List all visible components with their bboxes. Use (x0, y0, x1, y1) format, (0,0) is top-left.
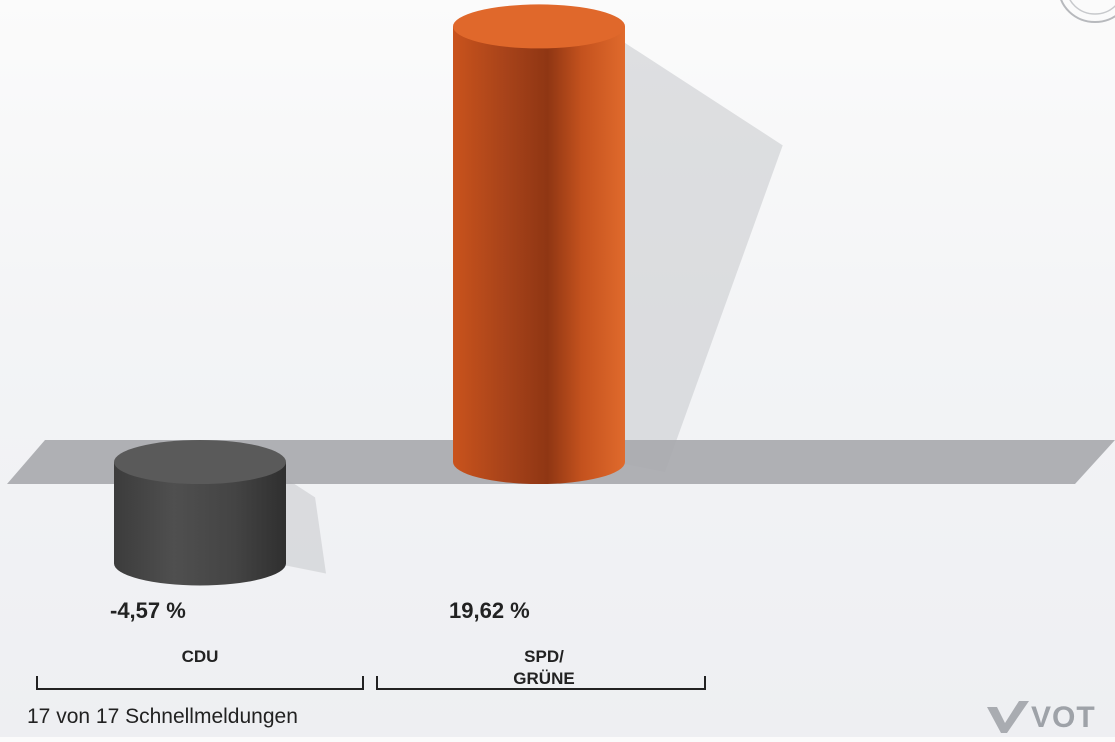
checkmark-logo-icon (987, 701, 1029, 733)
category-bracket-0 (36, 676, 364, 690)
bar-shadow-0 (276, 472, 326, 574)
value-label-1: 19,62 % (449, 598, 530, 623)
bar-0 (114, 462, 286, 586)
report-count-note: 17 von 17 Schnellmeldungen (27, 705, 298, 728)
value-label-0: -4,57 % (110, 598, 186, 623)
category-label-0: CDU (181, 647, 219, 666)
brand-logo: VOT (985, 697, 1115, 737)
bar-1 (453, 26, 625, 484)
seal-logo (1060, 0, 1115, 23)
bar-top-0 (114, 440, 286, 484)
category-bracket-1 (376, 676, 706, 690)
category-label-1: SPD/ GRÜNE (513, 647, 575, 688)
bar-top-1 (453, 4, 625, 49)
brand-text: VOT (1031, 701, 1096, 734)
bar-shadow-1 (615, 36, 783, 472)
